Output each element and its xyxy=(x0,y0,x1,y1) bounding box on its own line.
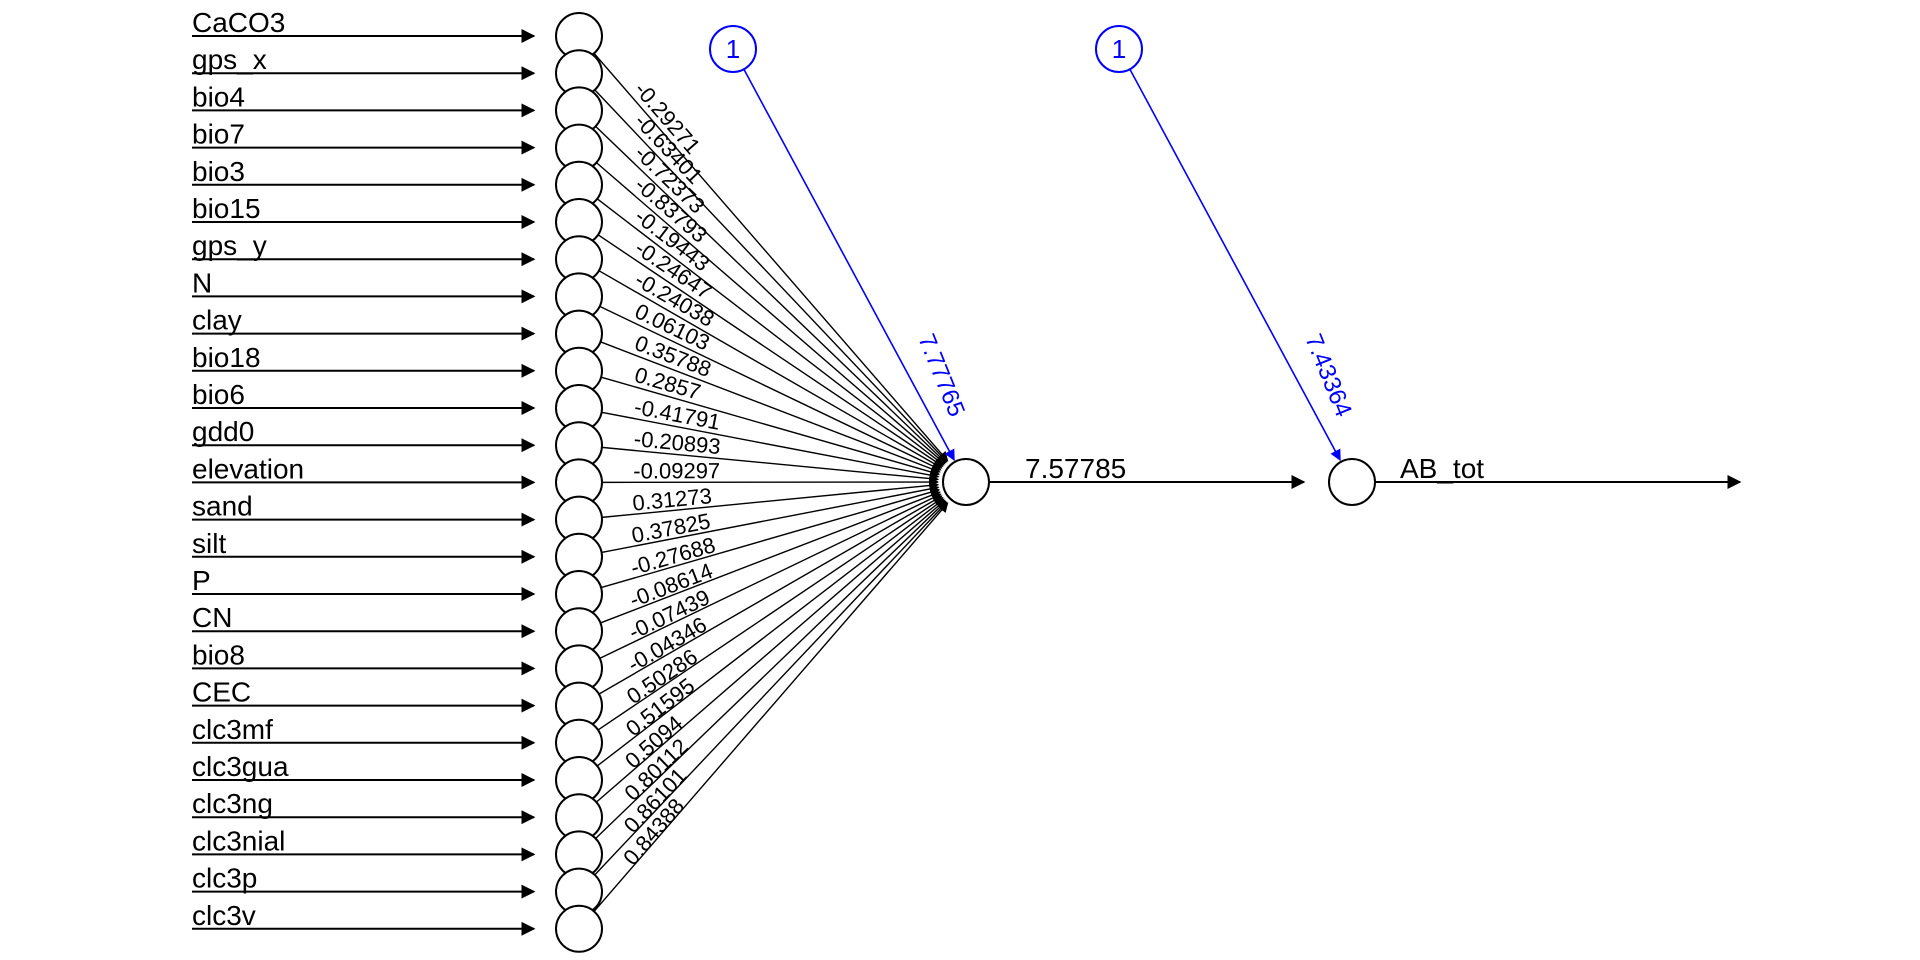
input-label: bio4 xyxy=(192,81,245,112)
input-edges xyxy=(593,52,949,912)
input-label: CaCO3 xyxy=(192,7,285,38)
input-label: silt xyxy=(192,528,226,559)
bias-output-edge xyxy=(1129,68,1341,461)
input-label: gdd0 xyxy=(192,416,254,447)
input-hidden-edge xyxy=(601,446,940,484)
input-label: clay xyxy=(192,305,242,336)
input-hidden-edge xyxy=(595,500,947,839)
input-hidden-edge xyxy=(599,493,942,660)
input-label: bio15 xyxy=(192,193,261,224)
input-label: sand xyxy=(192,491,253,522)
input-hidden-edge xyxy=(593,502,949,912)
input-hidden-edge xyxy=(597,234,944,467)
bias-hidden-edge xyxy=(743,68,955,461)
bias-node-output-label: 1 xyxy=(1112,34,1126,64)
input-hidden-edge xyxy=(598,270,943,469)
input-hidden-edge xyxy=(601,484,940,554)
input-label: clc3mf xyxy=(192,714,273,745)
input-arrows xyxy=(192,29,536,936)
input-label: elevation xyxy=(192,453,304,484)
input-hidden-edge xyxy=(600,341,941,474)
input-hidden-edge xyxy=(597,497,944,731)
bias-edges xyxy=(743,68,1341,461)
input-hidden-edge xyxy=(595,499,946,803)
input-hidden-edge xyxy=(600,376,941,477)
input-label: bio18 xyxy=(192,342,261,373)
bias-node-output xyxy=(1095,25,1143,73)
input-label: clc3nial xyxy=(192,825,285,856)
input-label: bio6 xyxy=(192,379,245,410)
input-hidden-edge xyxy=(595,162,946,465)
input-hidden-edge xyxy=(599,305,942,471)
edge-weight-label: -0.09297 xyxy=(633,458,720,483)
input-label: bio8 xyxy=(192,639,245,670)
bias-output-weight: 7.43364 xyxy=(1299,330,1357,421)
input-node xyxy=(555,904,603,953)
input-label: CEC xyxy=(192,677,251,708)
input-label: bio3 xyxy=(192,156,245,187)
output-node xyxy=(1328,458,1376,506)
input-label: CN xyxy=(192,602,232,633)
input-hidden-edge xyxy=(601,411,940,480)
input-hidden-edge xyxy=(598,495,943,695)
input-hidden-edge xyxy=(596,498,945,767)
input-hidden-edge xyxy=(600,487,941,589)
output-label: AB_tot xyxy=(1400,453,1484,484)
input-hidden-edge xyxy=(594,501,948,876)
bias-node-hidden-label: 1 xyxy=(726,34,740,64)
input-label: clc3ng xyxy=(192,788,273,819)
bias-hidden-weight: 7.77765 xyxy=(912,330,970,421)
input-label: clc3v xyxy=(192,900,256,931)
input-label: clc3gua xyxy=(192,751,289,782)
input-label: gps_x xyxy=(192,44,267,75)
input-label: clc3p xyxy=(192,863,257,894)
input-hidden-edge xyxy=(600,490,941,624)
input-hidden-edge xyxy=(594,89,948,463)
input-label: gps_y xyxy=(192,230,267,261)
hidden-node xyxy=(942,458,990,506)
input-nodes xyxy=(555,12,603,953)
input-hidden-edge xyxy=(601,480,940,519)
weight-labels: -0.29271-0.63401-0.72373-0.83793-0.19443… xyxy=(618,77,722,870)
input-label: bio7 xyxy=(192,119,245,150)
bias-node-hidden xyxy=(709,25,757,73)
input-label: N xyxy=(192,267,212,298)
hidden-output-weight: 7.57785 xyxy=(1025,453,1126,484)
input-label: P xyxy=(192,565,211,596)
input-hidden-edge xyxy=(593,52,949,462)
input-hidden-edge xyxy=(595,125,947,464)
input-hidden-edge xyxy=(596,198,945,466)
